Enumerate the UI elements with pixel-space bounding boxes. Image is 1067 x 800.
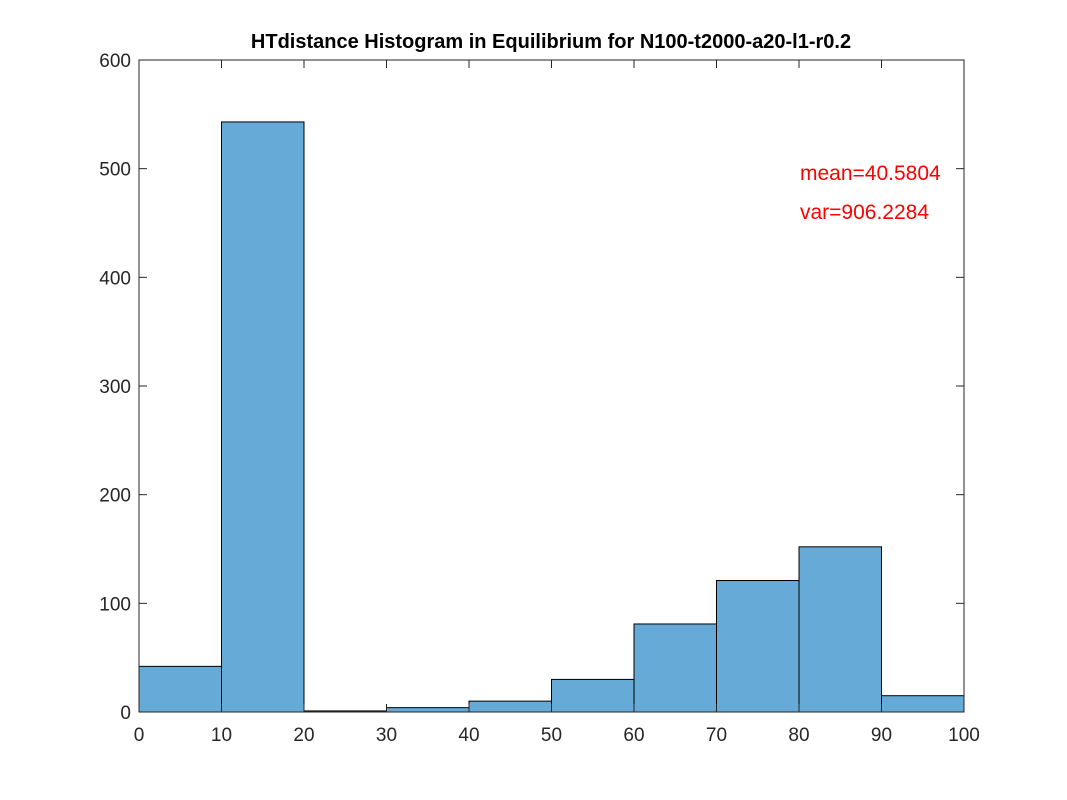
histogram-bar [138, 665, 222, 713]
x-tick-label: 50 [541, 725, 562, 746]
y-tick-label: 600 [99, 51, 131, 72]
x-tick-labels: 0 10 20 30 40 50 60 70 80 90 100 [134, 725, 980, 746]
y-tick-label: 300 [99, 377, 131, 398]
histogram-bar [881, 695, 965, 713]
mean-annotation: mean=40.5804 [800, 162, 941, 185]
histogram-bar [468, 700, 552, 713]
x-tick-label: 20 [293, 725, 314, 746]
y-tick-label: 100 [99, 594, 131, 615]
histogram-bar [798, 546, 882, 713]
histogram-bar [633, 623, 717, 713]
x-tick-label: 70 [706, 725, 727, 746]
x-tick-label: 80 [788, 725, 809, 746]
x-tick-label: 100 [948, 725, 980, 746]
x-tick-label: 40 [458, 725, 479, 746]
y-tick-labels: 0 100 200 300 400 500 600 [99, 51, 131, 724]
chart-title: HTdistance Histogram in Equilibrium for … [251, 31, 851, 53]
x-tick-label: 30 [376, 725, 397, 746]
y-tick-label: 400 [99, 268, 131, 289]
axes-box [138, 59, 965, 713]
y-tick-label: 200 [99, 486, 131, 507]
x-tick-label: 10 [211, 725, 232, 746]
y-tick-label: 0 [120, 703, 131, 724]
x-tick-label: 0 [134, 725, 145, 746]
histogram-bar [221, 121, 305, 713]
bars-group [138, 121, 965, 713]
histogram-bar [551, 678, 635, 713]
histogram-bar [386, 707, 470, 713]
x-tick-label: 60 [623, 725, 644, 746]
x-tick-label: 90 [871, 725, 892, 746]
variance-annotation: var=906.2284 [800, 201, 929, 224]
histogram-bar [716, 580, 800, 713]
y-tick-label: 500 [99, 160, 131, 181]
